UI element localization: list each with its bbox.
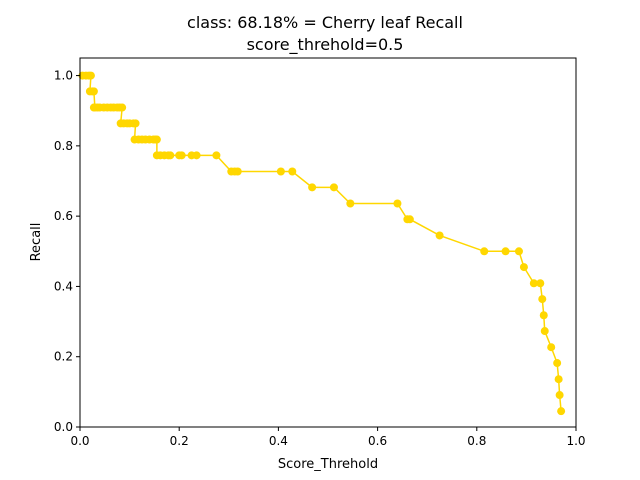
- recall-data-point: [538, 295, 547, 304]
- y-tick-label: 0.2: [54, 350, 73, 364]
- recall-data-point: [177, 151, 186, 160]
- recall-data-point: [480, 247, 489, 256]
- recall-data-point: [554, 375, 563, 384]
- recall-data-point: [329, 183, 338, 192]
- x-tick-label: 0.6: [368, 434, 387, 448]
- recall-data-point: [192, 151, 201, 160]
- recall-data-point: [276, 167, 285, 176]
- recall-data-point: [501, 247, 510, 256]
- y-axis: 0.0 0.2 0.4 0.6 0.8 1.0: [54, 69, 80, 434]
- x-tick-label: 0.0: [70, 434, 89, 448]
- y-axis-label: Recall: [29, 223, 44, 262]
- y-tick-label: 0.4: [54, 279, 73, 293]
- x-tick-label: 0.4: [269, 434, 288, 448]
- recall-data-point: [555, 391, 564, 400]
- chart-subtitle: score_threhold=0.5: [247, 35, 404, 55]
- recall-data-point: [536, 279, 545, 288]
- recall-data-point: [393, 199, 402, 208]
- recall-data-point: [547, 343, 556, 352]
- recall-data-point: [529, 279, 538, 288]
- recall-data-point: [346, 199, 355, 208]
- recall-data-point: [540, 327, 549, 336]
- recall-data-point: [131, 119, 140, 128]
- recall-data-point: [118, 103, 127, 112]
- recall-data-point: [233, 167, 242, 176]
- x-tick-label: 0.2: [170, 434, 189, 448]
- recall-data-point: [519, 263, 528, 272]
- recall-data-point: [557, 407, 566, 416]
- recall-data-point: [514, 247, 523, 256]
- x-axis-label: Score_Threhold: [278, 457, 378, 472]
- plot-frame: [79, 57, 577, 428]
- x-axis: 0.0 0.2 0.4 0.6 0.8 1.0: [70, 427, 586, 448]
- y-tick-label: 0.8: [54, 139, 73, 153]
- chart-title: class: 68.18% = Cherry leaf Recall: [187, 13, 463, 32]
- x-tick-label: 1.0: [566, 434, 585, 448]
- recall-data-point: [288, 167, 297, 176]
- x-tick-label: 0.8: [467, 434, 486, 448]
- recall-data-point: [553, 359, 562, 368]
- y-tick-label: 1.0: [54, 69, 73, 83]
- y-tick-label: 0.6: [54, 209, 73, 223]
- recall-data-point: [89, 87, 98, 96]
- recall-data-point: [212, 151, 221, 160]
- recall-data-point: [435, 231, 444, 240]
- recall-data-point: [405, 215, 414, 224]
- recall-series-line: [82, 74, 562, 412]
- plot-area: [78, 71, 566, 416]
- recall-data-point: [539, 311, 548, 320]
- recall-data-point: [308, 183, 317, 192]
- y-tick-label: 0.0: [54, 420, 73, 434]
- recall-data-point: [152, 135, 161, 144]
- recall-data-point: [166, 151, 175, 160]
- recall-data-point: [86, 71, 95, 80]
